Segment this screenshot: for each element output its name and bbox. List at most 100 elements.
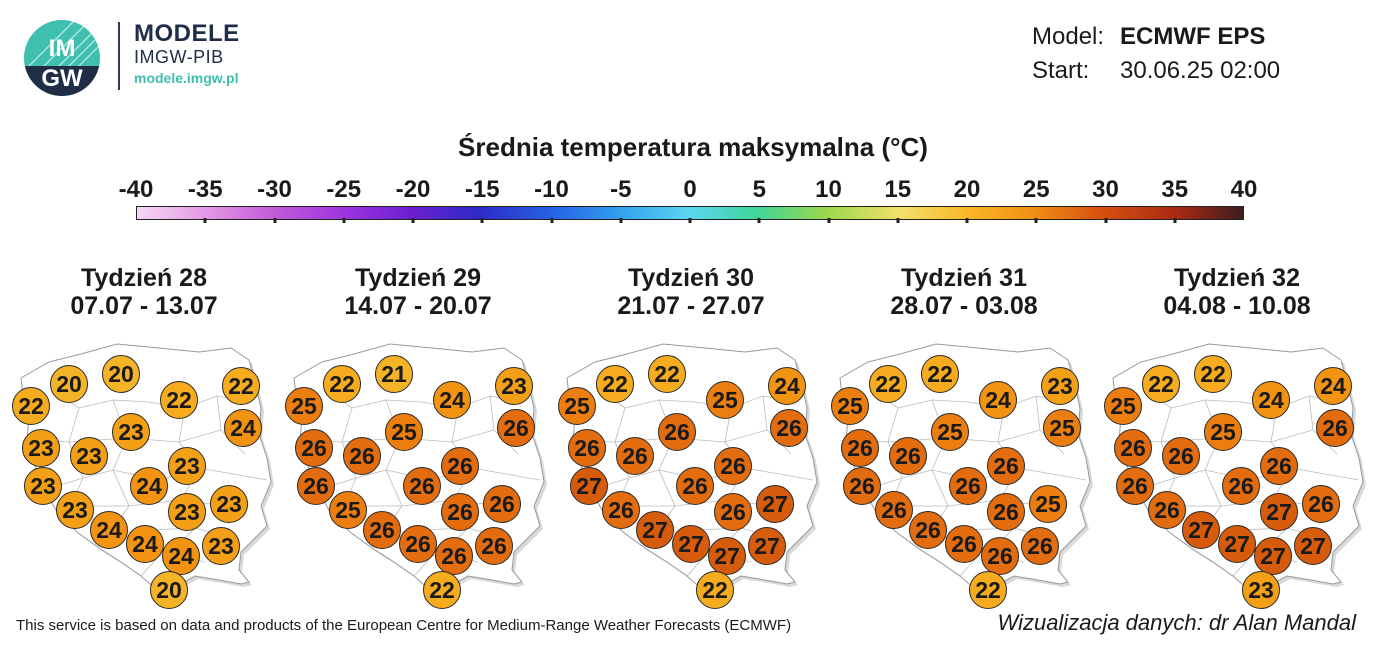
city-temperature-marker: 24 [1252, 381, 1290, 419]
scale-tick-mark [273, 218, 276, 223]
city-temperature-marker: 26 [435, 537, 473, 575]
city-temperature-marker: 26 [295, 429, 333, 467]
scale-tick-label: -20 [395, 176, 431, 203]
scale-tick-label: 30 [1092, 176, 1119, 203]
visualization-credit: Wizualizacja danych: dr Alan Mandal [997, 610, 1357, 635]
model-value: ECMWF EPS [1120, 23, 1266, 50]
brand-block: MODELE IMGW-PIB modele.imgw.pl [118, 22, 240, 90]
city-temperature-marker: 27 [570, 467, 608, 505]
scale-tick-mark [896, 218, 900, 223]
scale-tick-label: -5 [610, 176, 632, 203]
city-temperature-marker: 26 [843, 467, 881, 505]
city-temperature-marker: 26 [1021, 527, 1059, 565]
city-temperature-marker: 26 [1162, 437, 1200, 475]
city-temperature-marker: 22 [12, 387, 50, 425]
city-temperature-marker: 26 [945, 525, 983, 563]
city-temperature-marker: 22 [921, 355, 959, 393]
city-temperature-marker: 22 [222, 367, 260, 405]
scale-tick-mark [550, 218, 553, 223]
city-temperature-marker: 25 [385, 413, 423, 451]
week-number: Tydzień 30 [628, 264, 754, 292]
city-temperature-marker: 26 [441, 493, 479, 531]
city-temperature-marker: 24 [162, 537, 200, 575]
city-temperature-marker: 22 [323, 365, 361, 403]
city-temperature-marker: 22 [160, 381, 198, 419]
city-temperature-marker: 26 [441, 447, 479, 485]
city-temperature-marker: 26 [475, 527, 513, 565]
city-temperature-marker: 22 [423, 571, 461, 609]
city-temperature-marker: 27 [748, 527, 786, 565]
city-temperature-marker: 23 [22, 429, 60, 467]
scale-tick-mark [619, 218, 623, 223]
ecmwf-attribution: This service is based on data and produc… [16, 617, 792, 634]
model-meta: Model: ECMWF EPS Start: 30.06.25 02:00 [1032, 20, 1280, 88]
city-temperature-marker: 26 [1316, 409, 1354, 447]
city-temperature-marker: 22 [696, 571, 734, 609]
city-temperature-marker: 24 [224, 409, 262, 447]
city-temperature-marker: 27 [1218, 525, 1256, 563]
map-title: Średnia temperatura maksymalna (°C) [458, 132, 928, 162]
city-temperature-marker: 22 [869, 365, 907, 403]
city-temperature-marker: 26 [987, 493, 1025, 531]
poland-map: 22 22 23 25 24 25 25 26 26 26 26 26 26 26 25 26 26 26 26 22 [828, 330, 1102, 609]
color-scale: -40 -35 -30 -25 -20 -15 -10 -5 0 5 10 15 20 25 30 35 40 [119, 176, 1257, 223]
city-temperature-marker: 20 [50, 365, 88, 403]
svg-text:IM: IM [49, 35, 76, 62]
city-temperature-marker: 26 [497, 409, 535, 447]
week-heading: Tydzień 31 28.07 - 03.08 [829, 264, 1099, 320]
scale-tick-mark [1034, 218, 1038, 223]
poland-map: 22 22 24 25 24 25 26 26 26 26 26 26 27 26 26 27 27 27 27 23 [1101, 330, 1375, 609]
city-temperature-marker: 26 [403, 467, 441, 505]
scale-tick-label: 5 [752, 176, 766, 203]
city-temperature-marker: 26 [981, 537, 1019, 575]
imgw-logo: IM GW [22, 18, 102, 98]
week-number: Tydzień 29 [355, 264, 481, 292]
city-temperature-marker: 26 [483, 485, 521, 523]
scale-tick-mark [688, 218, 692, 223]
week-heading: Tydzień 29 14.07 - 20.07 [283, 264, 553, 320]
city-temperature-marker: 23 [1041, 367, 1079, 405]
week-dates: 21.07 - 27.07 [617, 292, 765, 320]
week-heading: Tydzień 32 04.08 - 10.08 [1102, 264, 1372, 320]
city-temperature-marker: 26 [1116, 467, 1154, 505]
city-temperature-marker: 24 [433, 381, 471, 419]
city-temperature-marker: 27 [708, 537, 746, 575]
city-temperature-marker: 26 [1302, 485, 1340, 523]
city-temperature-marker: 24 [126, 525, 164, 563]
city-temperature-marker: 23 [168, 493, 206, 531]
brand-title: MODELE [134, 20, 240, 47]
scale-tick-mark [342, 218, 346, 223]
city-temperature-marker: 26 [875, 491, 913, 529]
brand-url: modele.imgw.pl [134, 70, 239, 86]
city-temperature-marker: 24 [768, 367, 806, 405]
city-temperature-marker: 20 [102, 355, 140, 393]
city-temperature-marker: 22 [648, 355, 686, 393]
city-temperature-marker: 25 [558, 387, 596, 425]
city-temperature-marker: 26 [1114, 429, 1152, 467]
week-number: Tydzień 31 [901, 264, 1027, 292]
scale-tick-label: 40 [1230, 176, 1258, 203]
scale-tick-mark [411, 218, 415, 223]
week-dates: 07.07 - 13.07 [70, 292, 218, 320]
city-temperature-marker: 25 [285, 387, 323, 425]
poland-map: 22 22 24 25 25 26 26 26 26 26 27 26 26 26 27 27 27 27 27 22 [555, 330, 829, 609]
city-temperature-marker: 24 [90, 511, 128, 549]
city-temperature-marker: 27 [1294, 527, 1332, 565]
scale-tick-label: -10 [534, 176, 569, 203]
poland-map: 20 20 22 22 22 23 24 23 23 23 23 24 23 23 23 24 24 23 24 20 [9, 330, 283, 609]
city-temperature-marker: 26 [616, 437, 654, 475]
city-temperature-marker: 26 [1260, 447, 1298, 485]
city-temperature-marker: 26 [343, 437, 381, 475]
city-temperature-marker: 25 [1043, 409, 1081, 447]
city-temperature-marker: 26 [909, 511, 947, 549]
start-value: 30.06.25 02:00 [1120, 57, 1281, 84]
city-temperature-marker: 20 [150, 571, 188, 609]
city-temperature-marker: 26 [1148, 491, 1186, 529]
city-temperature-marker: 26 [770, 409, 808, 447]
city-temperature-marker: 26 [987, 447, 1025, 485]
week-number: Tydzień 28 [81, 264, 207, 292]
scale-tick-label: -40 [118, 176, 154, 203]
city-temperature-marker: 23 [112, 413, 150, 451]
scale-tick-mark [1104, 218, 1107, 223]
svg-text:GW: GW [41, 65, 83, 92]
